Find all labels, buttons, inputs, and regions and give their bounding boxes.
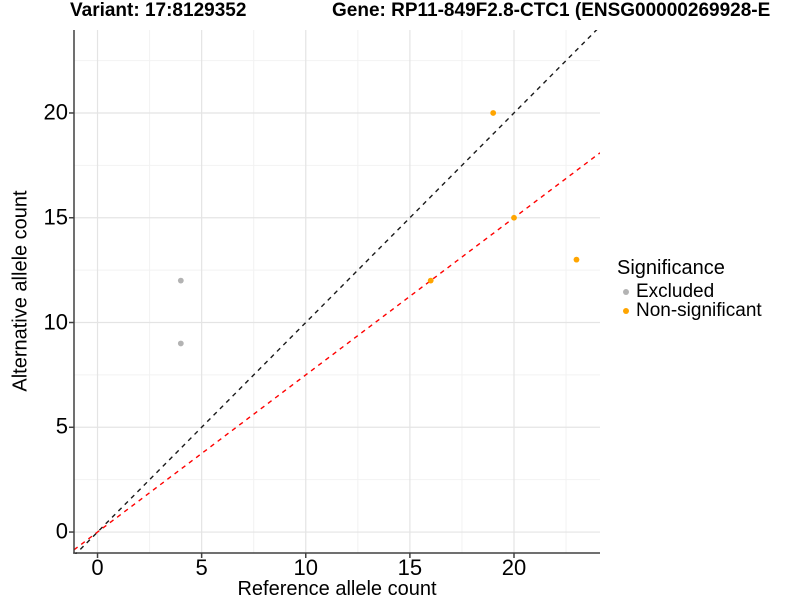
y-tick-label-15: 15 (43, 204, 68, 230)
data-point-non-significant (511, 214, 517, 221)
legend-item-non-significant: Non-significant (617, 299, 762, 321)
excluded-dot-icon (623, 288, 629, 295)
x-tick-label-20: 20 (501, 555, 527, 580)
y-tick-label-20: 20 (43, 99, 68, 125)
legend-item-label: Excluded (636, 280, 715, 302)
legend: Significance Excluded Non-significant (617, 257, 762, 321)
legend-item-excluded: Excluded (617, 280, 762, 302)
y-tick-label-10: 10 (43, 309, 68, 335)
legend-title: Significance (617, 257, 725, 279)
identity-line (74, 30, 598, 554)
x-tick-label-0: 0 (91, 555, 104, 580)
gene-title: Gene: RP11-849F2.8-CTC1 (ENSG00000269928… (332, 0, 771, 21)
y-tick-label-5: 5 (55, 413, 68, 439)
data-point-non-significant (427, 277, 434, 284)
data-point-non-significant (573, 256, 580, 263)
x-tick-label-5: 5 (195, 555, 208, 580)
y-tick-label-0: 0 (55, 518, 68, 544)
x-tick-label-10: 10 (293, 555, 318, 580)
data-point-excluded (177, 340, 184, 347)
x-tick-label-15: 15 (397, 555, 423, 580)
variant-title: Variant: 17:8129352 (70, 0, 247, 21)
x-axis-title: Reference allele count (237, 578, 437, 600)
legend-item-label: Non-significant (636, 299, 762, 321)
data-point-excluded (177, 277, 184, 284)
expected-ratio-line (74, 152, 600, 551)
data-point-non-significant (490, 110, 497, 116)
non-significant-dot-icon (623, 307, 629, 314)
